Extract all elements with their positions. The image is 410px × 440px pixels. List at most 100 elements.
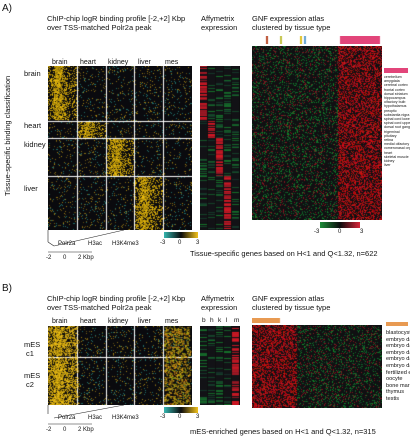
gnf-legend-b-item-5: embryo day 8.5 [386, 362, 410, 369]
header-b-liver: liver [138, 318, 151, 325]
gnf-title-line1: GNF expression atlas [252, 14, 325, 23]
axis-b-mark-h3k4me3: H3K4me3 [112, 415, 139, 421]
scale-a2-neg3: -3 [314, 229, 320, 235]
gnf-title-b-line2: clustered by tissue type [252, 303, 331, 312]
gnf-legend-a-item-0: cerebellum [384, 75, 402, 79]
scale-a2-3: 3 [360, 229, 364, 235]
axis-arm-right [53, 229, 125, 247]
gnf-legend-a-item-4: dorsal striatum [384, 91, 408, 96]
axis-annotation-a [47, 229, 125, 253]
gnf-legend-b-item-6: fertilized egg [386, 369, 410, 376]
gnf-tissue-bar-b [252, 318, 382, 323]
gnf-legend-a-item-14: pituitary [384, 133, 397, 138]
chip-heatmap-b [48, 326, 192, 405]
panel-b-chip-title: ChIP-chip logR binding profile [-2,+2] K… [47, 294, 185, 312]
scale-b1-neg3: -3 [160, 414, 166, 420]
row-label-mes-c1: mES c1 [24, 340, 40, 358]
affy-title-b-line1: Affymetrix [201, 294, 235, 303]
gnf-legend-a-item-1: amygdala [384, 79, 400, 84]
gnf-legend-a-item-8: preoptic [384, 108, 397, 113]
header-b-heart: heart [80, 318, 96, 325]
panel-a-chip-title: ChIP-chip logR binding profile [-2,+2] K… [47, 14, 185, 32]
affy-title-line2: expression [201, 23, 238, 32]
scale-b1-3: 3 [196, 414, 200, 420]
gnf-legend-b-item-9: thymus [386, 389, 405, 396]
gnf-legend-a-item-19: skeletal muscle [384, 154, 409, 159]
axis-b-tick-0: 0 [63, 427, 67, 433]
scale-a2-0: 0 [338, 229, 342, 235]
chip-title-line1: ChIP-chip logR binding profile [-2,+2] K… [47, 14, 186, 23]
gnf-legend-b-item-10: testis [386, 395, 400, 402]
header-kidney: kidney [108, 59, 129, 66]
gnf-legend-a-item-3: frontal cortex [384, 87, 405, 92]
footer-b: mES-enriched genes based on H<1 and Q<1.… [190, 427, 376, 436]
gnf-tissue-bar-a [252, 36, 382, 44]
row-label-mes-c1-l2: c1 [26, 349, 34, 358]
gnf-legend-a-item-6: olfactory bulb [384, 100, 406, 105]
gnf-legend-b-swatch [386, 322, 408, 326]
row-label-kidney: kidney [24, 140, 46, 149]
axis-b-tick-2kbp: 2 Kbp [78, 427, 94, 433]
panel-a-affy-title: Affymetrix expression [201, 14, 237, 32]
row-label-brain: brain [24, 69, 41, 78]
header-liver: liver [138, 59, 151, 66]
row-label-heart: heart [24, 121, 42, 130]
affy-col-b: b [202, 317, 206, 324]
chip-title-b-line2: over TSS-matched Polr2a peak [47, 303, 152, 312]
affy-title-b-line2: expression [201, 303, 238, 312]
axis-b-tick-neg2: -2 [46, 427, 52, 433]
affy-col-l: l [226, 317, 228, 324]
gnf-legend-b-item-7: oocyte [386, 376, 403, 383]
gnf-legend-a-item-17: vomeronasal organ [384, 146, 410, 151]
row-label-liver: liver [24, 184, 38, 193]
gnf-legend-a-item-9: substantia nigra [384, 112, 410, 117]
gnf-legend-a-swatch [384, 68, 408, 73]
gnf-legend-b: blastocystsembryo day 6.5embryo day 7.5e… [386, 330, 410, 403]
axis-tick-neg2: -2 [46, 255, 52, 261]
axis-tick-2kbp: 2 Kbp [78, 255, 94, 261]
panel-b-gnf-title: GNF expression atlas clustered by tissue… [252, 294, 330, 312]
side-title: Tissue-specific binding classification [3, 75, 12, 196]
gnf-legend-a-item-5: hippocampus [384, 96, 406, 101]
axis-mark-polr2a: Polr2a [58, 241, 76, 247]
gnf-legend-b-item-8: bone marrow [386, 382, 410, 389]
gnf-heatmap-a [252, 46, 382, 220]
gnf-legend-a-item-21: liver [384, 163, 391, 168]
row-label-mes-c2-l2: c2 [26, 380, 34, 389]
gnf-legend-a-item-13: trigeminal [384, 129, 400, 134]
gnf-heatmap-b [252, 325, 382, 408]
panel-b-label: B) [2, 283, 12, 294]
gnf-legend-a-item-11: spinal cord upper [384, 121, 410, 126]
axis-tick-0: 0 [63, 255, 67, 261]
color-scale-bind-b [164, 407, 198, 413]
axis-b-mark-h3ac: H3ac [88, 415, 103, 421]
panel-a-gnf-title: GNF expression atlas clustered by tissue… [252, 14, 330, 32]
gnf-legend-a: cerebellum amygdala cerebral cortex frontal… [384, 75, 410, 167]
row-label-mes-c1-l1: mES [24, 340, 41, 349]
gnf-legend-a-item-2: cerebral cortex [384, 83, 408, 88]
row-label-mes-c2-l1: mES [24, 371, 41, 380]
gnf-legend-a-item-10: spinal cord lower [384, 117, 410, 122]
gnf-legend-a-item-16: medial olfactory epithelium [384, 142, 410, 147]
gnf-legend-a-item-12: dorsal root ganglia [384, 125, 410, 130]
header-b-mes: mes [165, 318, 179, 325]
gnf-title-line2: clustered by tissue type [252, 23, 331, 32]
color-scale-expr-a [320, 222, 360, 228]
gnf-legend-b-item-1: embryo day 6.5 [386, 336, 410, 343]
axis-mark-h3k4me3: H3K4me3 [112, 241, 139, 247]
header-mes: mes [165, 59, 179, 66]
gnf-legend-b-item-3: embryo day 10.5 [386, 349, 410, 356]
gnf-legend-b-item-4: embryo day 9.5 [386, 356, 410, 363]
row-label-mes-c2: mES c2 [24, 371, 40, 389]
gnf-legend-a-item-20: kidney [384, 159, 395, 164]
gnf-legend-b-item-0: blastocysts [386, 330, 410, 336]
scale-a1-neg3: -3 [160, 240, 166, 246]
gnf-legend-a-item-15: retina [384, 138, 393, 143]
affy-title-line1: Affymetrix [201, 14, 235, 23]
scale-a1-0: 0 [178, 240, 182, 246]
panel-a-label: A) [2, 3, 12, 14]
affy-heatmap-a [200, 66, 240, 230]
affy-col-k: k [218, 317, 222, 324]
header-brain: brain [52, 59, 68, 66]
